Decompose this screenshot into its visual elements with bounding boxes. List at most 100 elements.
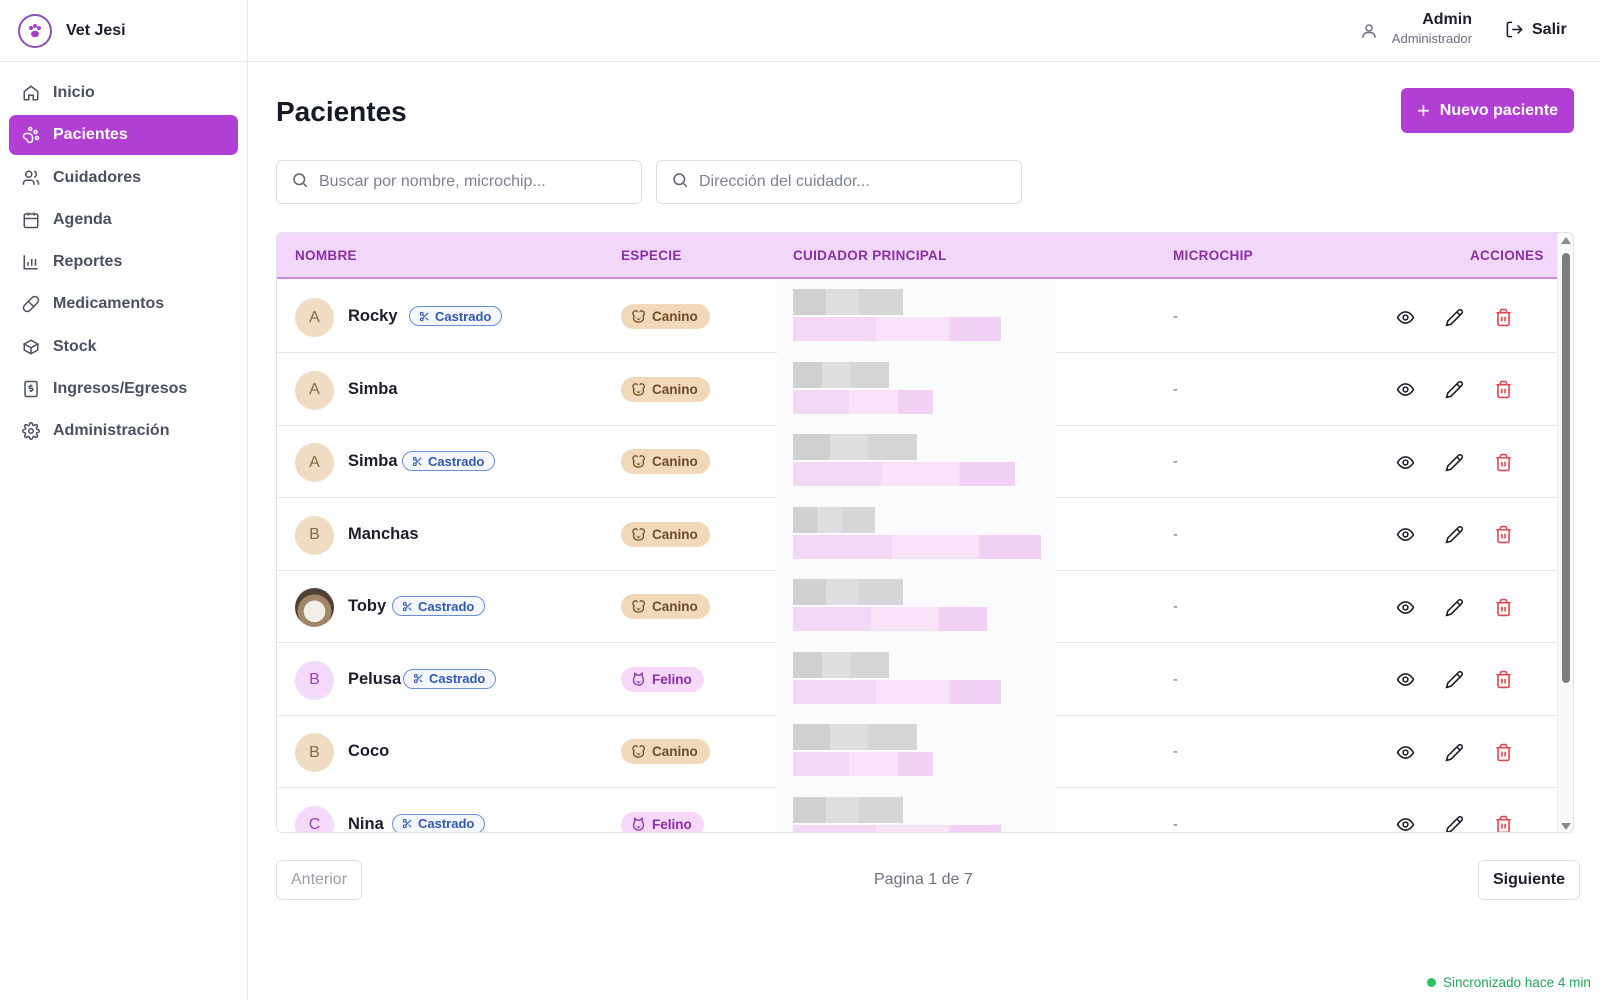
column-header-name[interactable]: NOMBRE bbox=[295, 248, 357, 263]
edit-button[interactable] bbox=[1442, 668, 1466, 692]
patient-name[interactable]: Nina bbox=[348, 814, 384, 833]
patient-name[interactable]: Rocky bbox=[348, 307, 398, 325]
column-header-owner[interactable]: CUIDADOR PRINCIPAL bbox=[793, 248, 947, 263]
sidebar-item-medicamentos[interactable]: Medicamentos bbox=[9, 284, 238, 324]
redacted-owner-contact bbox=[793, 389, 933, 414]
species-badge: Canino bbox=[621, 376, 710, 402]
next-page-button[interactable]: Siguiente bbox=[1478, 860, 1581, 900]
plus-icon: + bbox=[1416, 97, 1430, 123]
microchip-value: - bbox=[1173, 525, 1178, 543]
home-icon bbox=[22, 84, 40, 102]
address-search-box bbox=[656, 160, 1022, 204]
table-row[interactable]: A Simba Canino - bbox=[277, 353, 1557, 426]
previous-page-button[interactable]: Anterior bbox=[276, 860, 363, 900]
eye-icon bbox=[1396, 453, 1415, 472]
table-row[interactable]: B Pelusa Castrado Felino - bbox=[277, 643, 1557, 716]
view-button[interactable] bbox=[1393, 595, 1417, 619]
table-row[interactable]: A Rocky Castrado Canino - bbox=[277, 281, 1557, 353]
delete-button[interactable] bbox=[1491, 595, 1515, 619]
eye-icon bbox=[1396, 815, 1415, 832]
patients-table: NOMBRE ESPECIE CUIDADOR PRINCIPAL MICROC… bbox=[276, 232, 1574, 833]
view-button[interactable] bbox=[1393, 378, 1417, 402]
sidebar-item-agenda[interactable]: Agenda bbox=[9, 200, 238, 240]
redacted-owner-contact bbox=[793, 824, 1001, 832]
pill-icon bbox=[22, 295, 40, 313]
new-patient-button[interactable]: + Nuevo paciente bbox=[1401, 88, 1574, 133]
redacted-owner-contact bbox=[793, 534, 1041, 559]
edit-button[interactable] bbox=[1442, 450, 1466, 474]
species-label: Canino bbox=[652, 381, 698, 397]
delete-button[interactable] bbox=[1491, 813, 1515, 832]
avatar: A bbox=[295, 298, 334, 337]
edit-button[interactable] bbox=[1442, 595, 1466, 619]
sidebar-item-ingresos-egresos[interactable]: Ingresos/Egresos bbox=[9, 369, 238, 409]
delete-button[interactable] bbox=[1491, 668, 1515, 692]
scroll-up-icon[interactable] bbox=[1561, 237, 1571, 244]
delete-button[interactable] bbox=[1491, 378, 1515, 402]
patient-name[interactable]: Simba bbox=[348, 379, 398, 398]
sidebar-item-pacientes[interactable]: Pacientes bbox=[9, 115, 238, 156]
castrado-badge: Castrado bbox=[392, 596, 486, 616]
pencil-icon bbox=[1445, 815, 1464, 832]
table-row[interactable]: A Simba Castrado Canino - bbox=[277, 426, 1557, 498]
sidebar-item-cuidadores[interactable]: Cuidadores bbox=[9, 158, 238, 198]
table-row[interactable]: B Manchas Canino - bbox=[277, 498, 1557, 571]
edit-button[interactable] bbox=[1442, 378, 1466, 402]
sidebar-item-label: Administración bbox=[53, 422, 170, 440]
edit-button[interactable] bbox=[1442, 813, 1466, 832]
sidebar-item-stock[interactable]: Stock bbox=[9, 327, 238, 367]
patient-name[interactable]: Coco bbox=[348, 742, 390, 760]
sidebar-item-label: Cuidadores bbox=[53, 168, 142, 186]
sync-status-text: Sincronizado hace 4 min bbox=[1443, 975, 1591, 990]
delete-button[interactable] bbox=[1491, 523, 1515, 547]
table-row[interactable]: Toby Castrado Canino - bbox=[277, 571, 1557, 643]
castrado-label: Castrado bbox=[418, 816, 475, 831]
castrado-label: Castrado bbox=[435, 308, 492, 324]
view-button[interactable] bbox=[1393, 740, 1417, 764]
edit-button[interactable] bbox=[1442, 305, 1466, 329]
search-input[interactable] bbox=[319, 173, 619, 191]
view-button[interactable] bbox=[1393, 305, 1417, 329]
table-header: NOMBRE ESPECIE CUIDADOR PRINCIPAL MICROC… bbox=[277, 233, 1557, 279]
patient-name[interactable]: Manchas bbox=[348, 524, 419, 543]
address-search-input[interactable] bbox=[699, 173, 999, 191]
avatar: B bbox=[295, 660, 334, 700]
species-label: Canino bbox=[652, 744, 698, 759]
scroll-down-icon[interactable] bbox=[1561, 823, 1571, 830]
patient-name[interactable]: Toby bbox=[348, 597, 387, 615]
edit-button[interactable] bbox=[1442, 740, 1466, 764]
sidebar-item-reportes[interactable]: Reportes bbox=[9, 242, 238, 282]
avatar: B bbox=[295, 515, 334, 555]
table-row[interactable]: C Nina Castrado Felino - bbox=[277, 788, 1557, 833]
patient-name[interactable]: Pelusa bbox=[348, 669, 402, 688]
dog-icon bbox=[631, 527, 646, 542]
view-button[interactable] bbox=[1393, 813, 1417, 833]
column-header-microchip[interactable]: MICROCHIP bbox=[1173, 248, 1253, 263]
trash-icon bbox=[1494, 598, 1513, 617]
column-header-species[interactable]: ESPECIE bbox=[621, 248, 682, 263]
search-icon bbox=[291, 171, 309, 194]
top-bar bbox=[248, 0, 1600, 62]
view-button[interactable] bbox=[1393, 523, 1417, 547]
castrado-label: Castrado bbox=[418, 598, 475, 614]
patient-name[interactable]: Simba bbox=[348, 452, 398, 470]
sidebar-item-inicio[interactable]: Inicio bbox=[9, 73, 238, 113]
sidebar-item-administracion[interactable]: Administración bbox=[9, 411, 238, 451]
view-button[interactable] bbox=[1393, 668, 1417, 692]
species-label: Felino bbox=[652, 816, 692, 832]
delete-button[interactable] bbox=[1491, 740, 1515, 764]
edit-button[interactable] bbox=[1442, 523, 1466, 547]
page-info: Pagina 1 de 7 bbox=[874, 871, 973, 888]
logout-button[interactable]: Salir bbox=[1505, 20, 1567, 39]
delete-button[interactable] bbox=[1491, 305, 1515, 329]
pencil-icon bbox=[1444, 308, 1464, 327]
table-scrollbar[interactable] bbox=[1557, 233, 1573, 832]
delete-button[interactable] bbox=[1491, 450, 1515, 474]
table-row[interactable]: B Coco Canino - bbox=[277, 716, 1557, 788]
scroll-thumb[interactable] bbox=[1562, 253, 1570, 683]
pencil-icon bbox=[1444, 670, 1464, 689]
view-button[interactable] bbox=[1393, 450, 1417, 474]
cat-icon bbox=[631, 816, 646, 832]
brand[interactable]: Vet Jesi bbox=[0, 0, 247, 62]
castrado-badge: Castrado bbox=[403, 668, 497, 689]
